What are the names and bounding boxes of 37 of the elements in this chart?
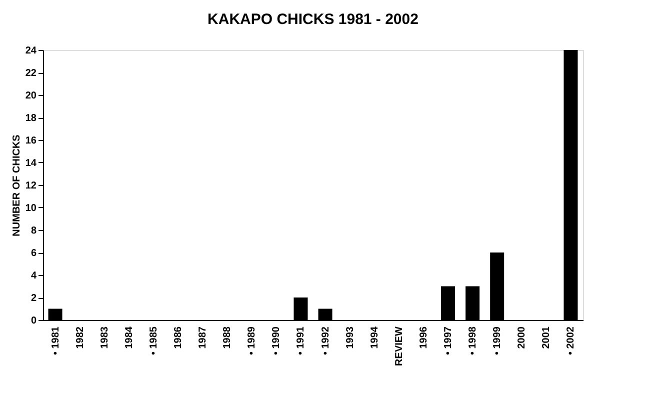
x-tick-label: 1987 — [198, 326, 209, 349]
y-tick-label: 20 — [25, 90, 37, 102]
x-tick-label: 1984 — [124, 326, 135, 349]
x-tick-label: 2000 — [516, 326, 528, 349]
x-tick-label: 1993 — [344, 326, 356, 349]
y-tick-label: 0 — [30, 316, 37, 326]
x-tick-label: • 1985 — [148, 326, 160, 356]
x-tick-label: 1996 — [418, 326, 430, 349]
x-tick-label: REVIEW — [394, 326, 405, 366]
y-tick-label: 6 — [30, 248, 37, 259]
x-tick-label: • 1989 — [246, 326, 258, 356]
x-tick-label: • 1998 — [468, 326, 479, 356]
x-tick-label: • 1999 — [492, 326, 504, 356]
x-tick-label: • 2002 — [566, 326, 577, 356]
y-tick-label: 24 — [25, 46, 37, 56]
y-tick-label: 2 — [30, 293, 37, 304]
y-tick-label: 22 — [25, 68, 37, 79]
y-tick-label: 4 — [30, 270, 37, 282]
x-tick-label: 1983 — [99, 326, 110, 349]
y-tick-label: 16 — [25, 136, 37, 146]
y-tick-label: 8 — [30, 226, 37, 236]
x-tick-label: • 1991 — [296, 326, 307, 356]
x-tick-label: • 1992 — [320, 326, 332, 356]
x-tick-label: • 1997 — [443, 326, 454, 356]
x-tick-label: 1982 — [74, 326, 86, 349]
y-tick-label: 14 — [25, 158, 37, 169]
x-tick-label: • 1990 — [271, 326, 282, 356]
x-tick-label: 1994 — [369, 326, 380, 349]
x-tick-label: 1988 — [222, 326, 234, 349]
y-tick-label: 12 — [25, 180, 37, 192]
chart-title: KAKAPO CHICKS 1981 - 2002 — [208, 11, 418, 28]
y-tick-label: 10 — [25, 203, 37, 214]
x-tick-label: • 1981 — [50, 326, 62, 356]
x-tick-label: 1986 — [173, 326, 184, 349]
y-axis-title: NUMBER OF CHICKS — [11, 134, 22, 236]
x-tick-label: 2001 — [541, 326, 552, 349]
y-tick-label: 18 — [25, 113, 37, 124]
